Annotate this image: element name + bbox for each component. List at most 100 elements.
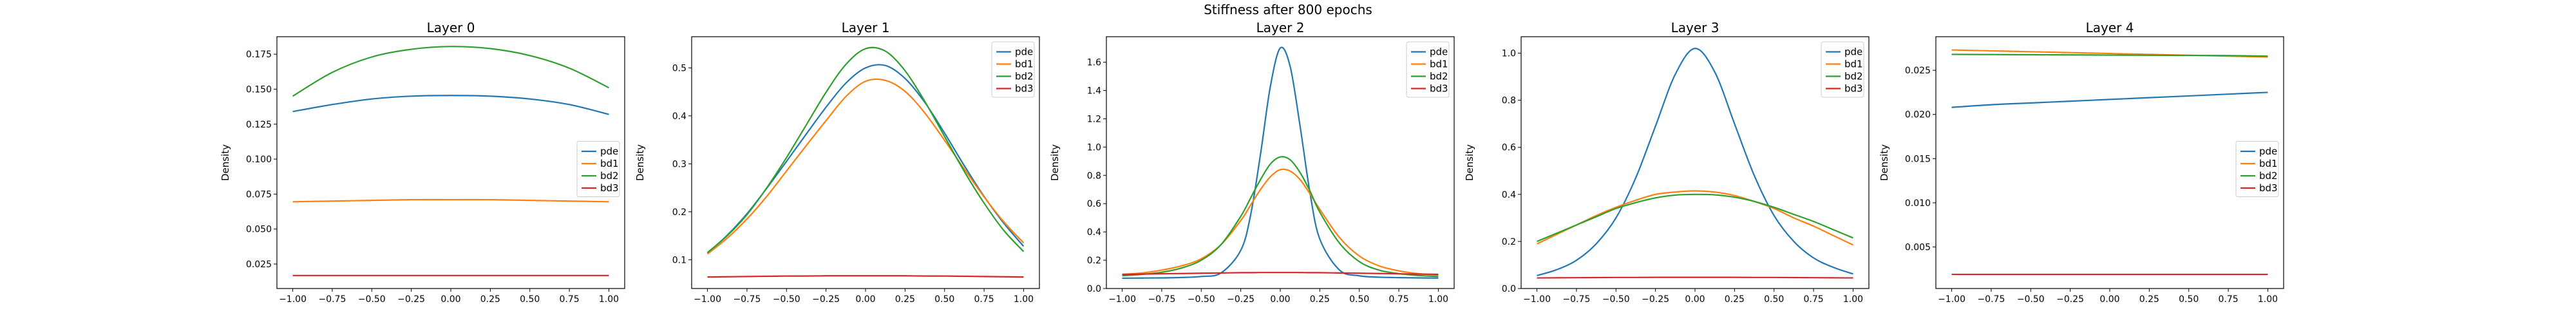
y-tick-label: 0.0 xyxy=(1502,284,1516,294)
x-tick-label: −0.75 xyxy=(318,294,346,305)
x-tick-label: −0.25 xyxy=(1227,294,1255,305)
y-tick-label: 0.5 xyxy=(672,63,687,73)
legend-label-pde: pde xyxy=(2259,146,2277,157)
x-tick-label: −1.00 xyxy=(279,294,307,305)
x-tick-label: −1.00 xyxy=(1523,294,1551,305)
y-tick-label: 0.175 xyxy=(246,50,272,60)
y-tick-label: 0.020 xyxy=(1905,110,1931,120)
chart-title: Layer 2 xyxy=(1256,20,1305,35)
axes-frame xyxy=(276,36,625,289)
x-tick-label: −0.25 xyxy=(397,294,425,305)
x-tick-label: 0.00 xyxy=(1685,294,1705,305)
x-tick-label: 1.00 xyxy=(599,294,619,305)
chart-panel-0: Layer 0 Density −1.00 −0.75 −0.50 −0.25 0.00 0.… xyxy=(220,20,625,305)
x-tick-label: −1.00 xyxy=(1938,294,1965,305)
series-line-bd2 xyxy=(1537,193,1853,242)
chart-panel-2: Layer 2 Density −1.00 −0.75 −0.50 −0.25 0.00 0.… xyxy=(1049,20,1455,305)
series-line-bd2 xyxy=(1951,53,2268,57)
x-tick-label: −0.50 xyxy=(2017,294,2045,305)
axes-frame xyxy=(1106,36,1455,289)
legend-box xyxy=(2235,141,2279,197)
legend-box xyxy=(1406,41,1450,98)
legend-label-bd1: bd1 xyxy=(1844,59,1863,70)
legend-box xyxy=(576,141,620,197)
legend-label-bd2: bd2 xyxy=(1430,71,1448,82)
y-tick-label: 0.4 xyxy=(1087,227,1101,238)
legend-label-bd2: bd2 xyxy=(600,170,619,182)
y-tick-label: 0.025 xyxy=(1905,66,1931,76)
y-tick-label: 0.8 xyxy=(1502,96,1516,106)
x-tick-label: 1.00 xyxy=(2258,294,2278,305)
series-line-bd3 xyxy=(707,275,1024,278)
legend-label-bd1: bd1 xyxy=(1015,59,1034,70)
chart-title: Layer 3 xyxy=(1671,20,1719,35)
series-line-bd3 xyxy=(1122,272,1439,276)
x-tick-label: 0.00 xyxy=(855,294,875,305)
x-tick-label: −0.75 xyxy=(1977,294,2005,305)
y-axis-label: Density xyxy=(1879,144,1890,181)
legend-label-pde: pde xyxy=(1844,46,1862,58)
x-tick-label: 0.00 xyxy=(2099,294,2119,305)
series-line-pde xyxy=(706,64,1025,254)
legend-label-pde: pde xyxy=(600,146,618,157)
legend-label-bd1: bd1 xyxy=(1430,59,1448,70)
axes-frame xyxy=(1935,36,2284,289)
y-tick-label: 0.075 xyxy=(246,189,272,200)
x-tick-label: 0.75 xyxy=(974,294,994,305)
legend-label-pde: pde xyxy=(1430,46,1448,58)
legend-label-bd3: bd3 xyxy=(1430,83,1448,95)
series-line-bd1 xyxy=(1122,168,1439,276)
series-line-pde xyxy=(1537,48,1853,276)
axes-frame xyxy=(691,36,1040,289)
y-axis-label: Density xyxy=(1464,144,1475,181)
x-tick-label: −0.25 xyxy=(2056,294,2084,305)
y-tick-label: 0.150 xyxy=(246,84,272,95)
series-line-pde xyxy=(1122,46,1439,279)
legend-label-pde: pde xyxy=(1015,46,1033,58)
legend-label-bd2: bd2 xyxy=(1844,71,1863,82)
x-tick-label: 0.25 xyxy=(480,294,500,305)
x-tick-label: −1.00 xyxy=(694,294,721,305)
y-tick-label: 0.010 xyxy=(1905,198,1931,209)
x-tick-label: −1.00 xyxy=(1108,294,1136,305)
y-tick-label: 0.4 xyxy=(1502,190,1516,200)
legend-label-bd2: bd2 xyxy=(2259,170,2278,182)
y-tick-label: 0.1 xyxy=(672,255,687,265)
x-tick-label: 0.75 xyxy=(560,294,580,305)
y-tick-label: 1.0 xyxy=(1502,49,1516,59)
x-tick-label: 0.25 xyxy=(1725,294,1745,305)
chart-panel-3: Layer 3 Density −1.00 −0.75 −0.50 −0.25 0.00 0.… xyxy=(1464,20,1870,305)
x-tick-label: 0.00 xyxy=(1270,294,1290,305)
x-tick-label: −0.25 xyxy=(1642,294,1669,305)
y-tick-label: 1.0 xyxy=(1087,142,1101,153)
x-tick-label: −0.50 xyxy=(358,294,386,305)
y-tick-label: 0.005 xyxy=(1905,243,1931,253)
y-tick-label: 0.2 xyxy=(1502,237,1516,247)
legend-label-bd3: bd3 xyxy=(2259,182,2278,194)
x-tick-label: 0.25 xyxy=(895,294,915,305)
series-line-bd2 xyxy=(706,46,1025,253)
panels: Layer 0 Density −1.00 −0.75 −0.50 −0.25 0.00 0.… xyxy=(220,20,2284,305)
y-tick-label: 1.4 xyxy=(1087,86,1101,96)
series-line-bd1 xyxy=(706,78,1025,255)
legend-box xyxy=(991,41,1035,98)
series-line-bd1 xyxy=(292,198,609,203)
series-line-pde xyxy=(1951,91,2268,108)
legend-label-bd3: bd3 xyxy=(600,182,619,194)
series-line-pde xyxy=(292,95,609,115)
x-tick-label: 0.75 xyxy=(2219,294,2239,305)
x-tick-label: 0.50 xyxy=(2179,294,2199,305)
y-tick-label: 0.8 xyxy=(1087,171,1101,181)
x-tick-label: −0.75 xyxy=(733,294,761,305)
x-tick-label: −0.75 xyxy=(1562,294,1590,305)
x-tick-label: 0.50 xyxy=(520,294,540,305)
chart-title: Layer 4 xyxy=(2086,20,2134,35)
figure-title: Stiffness after 800 epochs xyxy=(1204,2,1372,17)
x-tick-label: 0.50 xyxy=(1764,294,1784,305)
y-axis-label: Density xyxy=(220,144,231,181)
series-line-bd2 xyxy=(292,46,609,97)
